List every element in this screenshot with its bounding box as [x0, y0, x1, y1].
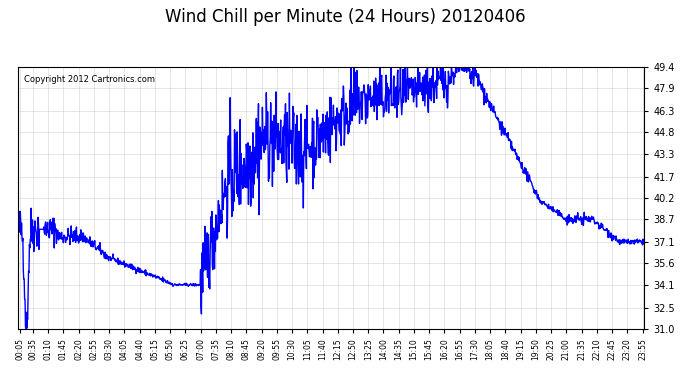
Text: Copyright 2012 Cartronics.com: Copyright 2012 Cartronics.com — [24, 75, 155, 84]
Text: Wind Chill per Minute (24 Hours) 20120406: Wind Chill per Minute (24 Hours) 2012040… — [165, 8, 525, 26]
